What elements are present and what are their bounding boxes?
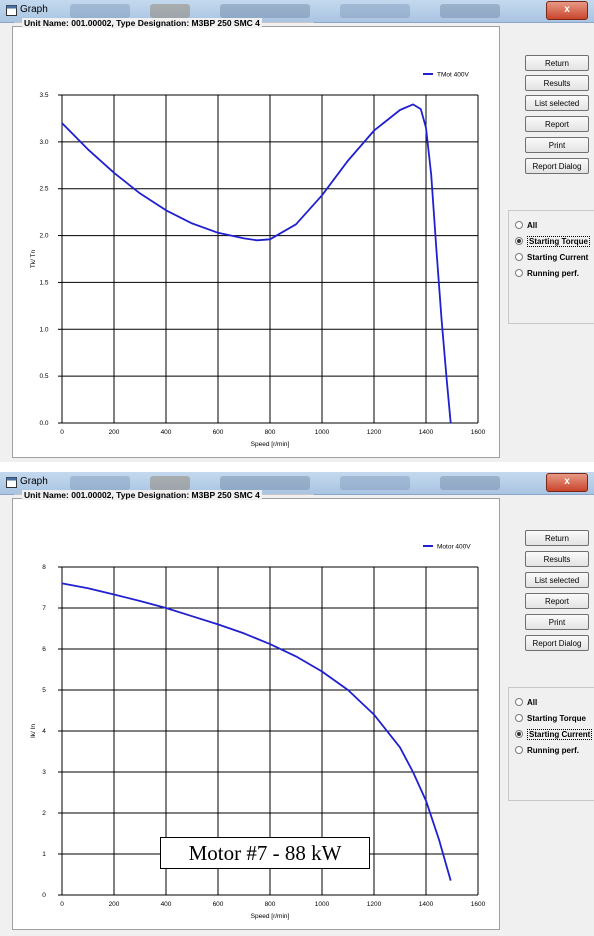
series-line bbox=[61, 582, 452, 881]
report-dialog-button[interactable]: Report Dialog bbox=[525, 635, 589, 651]
legend-label: Motor 400V bbox=[437, 544, 471, 551]
y-tick-label: 3 bbox=[42, 769, 46, 776]
x-tick-label: 800 bbox=[265, 901, 276, 908]
title-bar[interactable]: Graph x bbox=[0, 472, 594, 495]
results-button[interactable]: Results bbox=[525, 551, 589, 567]
radio-running-perf-label: Running perf. bbox=[527, 746, 579, 755]
x-tick-label: 600 bbox=[213, 901, 224, 908]
radio-starting-torque-label: Starting Torque bbox=[527, 236, 590, 247]
y-tick-label: 2.5 bbox=[39, 186, 48, 193]
radio-starting-torque-dot[interactable] bbox=[515, 714, 523, 722]
y-axis-label: Ik/ In bbox=[30, 724, 37, 738]
y-tick-label: 2.0 bbox=[39, 233, 48, 240]
radio-starting-current-label: Starting Current bbox=[527, 729, 593, 740]
x-tick-label: 800 bbox=[265, 429, 276, 436]
list-selected-button[interactable]: List selected bbox=[525, 95, 589, 111]
title-bar[interactable]: Graph x bbox=[0, 0, 594, 23]
list-selected-button[interactable]: List selected bbox=[525, 572, 589, 588]
x-tick-label: 600 bbox=[213, 429, 224, 436]
caption-label: Motor #7 - 88 kW bbox=[160, 837, 370, 869]
radio-starting-current-dot[interactable] bbox=[515, 730, 523, 738]
print-button[interactable]: Print bbox=[525, 137, 589, 153]
y-tick-label: 1 bbox=[42, 851, 46, 858]
results-button[interactable]: Results bbox=[525, 75, 589, 91]
x-tick-label: 1200 bbox=[367, 901, 382, 908]
y-tick-label: 5 bbox=[42, 687, 46, 694]
x-tick-label: 400 bbox=[161, 429, 172, 436]
y-tick-label: 0.0 bbox=[39, 420, 48, 427]
x-tick-label: 0 bbox=[60, 429, 64, 436]
radio-running-perf[interactable]: Running perf. bbox=[515, 269, 579, 278]
window-title: Graph bbox=[20, 4, 48, 15]
legend-label: TMot 400V bbox=[437, 72, 469, 79]
radio-running-perf-dot[interactable] bbox=[515, 746, 523, 754]
x-tick-label: 400 bbox=[161, 901, 172, 908]
window-title: Graph bbox=[20, 476, 48, 487]
radio-all-dot[interactable] bbox=[515, 221, 523, 229]
radio-starting-torque-dot[interactable] bbox=[515, 237, 523, 245]
y-tick-label: 0.5 bbox=[39, 373, 48, 380]
y-tick-label: 3.0 bbox=[39, 139, 48, 146]
x-tick-label: 0 bbox=[60, 901, 64, 908]
x-tick-label: 1600 bbox=[471, 429, 486, 436]
radio-running-perf[interactable]: Running perf. bbox=[515, 746, 579, 755]
radio-all[interactable]: All bbox=[515, 221, 537, 230]
radio-starting-torque-label: Starting Torque bbox=[527, 714, 586, 723]
y-tick-label: 4 bbox=[42, 728, 46, 735]
y-tick-label: 1.5 bbox=[39, 279, 48, 286]
close-button[interactable]: x bbox=[546, 473, 588, 492]
radio-all-label: All bbox=[527, 698, 538, 707]
x-tick-label: 1400 bbox=[419, 901, 434, 908]
y-tick-label: 1.0 bbox=[39, 326, 48, 333]
torque-chart: 0 200 400 600 800 1000 1200 1400 1600 0.0 0.5 1.0 1.… bbox=[30, 72, 486, 449]
report-dialog-button[interactable]: Report Dialog bbox=[525, 158, 589, 174]
print-button[interactable]: Print bbox=[525, 614, 589, 630]
report-button[interactable]: Report bbox=[525, 116, 589, 132]
radio-starting-current[interactable]: Starting Current bbox=[515, 729, 593, 740]
x-tick-label: 200 bbox=[109, 901, 120, 908]
y-tick-label: 3.5 bbox=[39, 92, 48, 99]
return-button[interactable]: Return bbox=[525, 530, 589, 546]
radio-starting-current-label: Starting Current bbox=[527, 253, 589, 262]
x-tick-label: 200 bbox=[109, 429, 120, 436]
radio-starting-torque[interactable]: Starting Torque bbox=[515, 714, 586, 723]
x-tick-label: 1000 bbox=[315, 429, 330, 436]
y-tick-label: 8 bbox=[42, 564, 46, 571]
x-axis-label: Speed [r/min] bbox=[251, 913, 290, 920]
y-tick-label: 0 bbox=[42, 892, 46, 899]
radio-starting-current[interactable]: Starting Current bbox=[515, 253, 588, 262]
x-tick-label: 1600 bbox=[471, 901, 486, 908]
radio-running-perf-dot[interactable] bbox=[515, 269, 523, 277]
y-axis-label: Tk/ Tn bbox=[30, 249, 37, 268]
y-tick-label: 2 bbox=[42, 810, 46, 817]
radio-starting-current-dot[interactable] bbox=[515, 253, 523, 261]
unit-designation-label: Unit Name: 001.00002, Type Designation: … bbox=[22, 18, 262, 28]
unit-designation-label: Unit Name: 001.00002, Type Designation: … bbox=[22, 490, 262, 500]
plot-type-radio-group: All Starting Torque Starting Current Run… bbox=[508, 210, 594, 324]
radio-all[interactable]: All bbox=[515, 698, 537, 707]
graph-window-torque: Graph x 0 200 400 600 800 1000 1200 1400 1600 0.0… bbox=[0, 0, 594, 462]
current-chart: 0 200 400 600 800 1000 1200 1400 1600 0 1 2 3 4 5 6 7 8 Sp… bbox=[30, 544, 486, 921]
y-tick-label: 6 bbox=[42, 646, 46, 653]
graph-window-icon bbox=[6, 477, 17, 488]
y-tick-label: 7 bbox=[42, 605, 46, 612]
return-button[interactable]: Return bbox=[525, 55, 589, 71]
series-line bbox=[61, 103, 452, 424]
graph-window-icon bbox=[6, 5, 17, 16]
x-tick-label: 1200 bbox=[367, 429, 382, 436]
x-axis-label: Speed [r/min] bbox=[251, 441, 290, 448]
radio-running-perf-label: Running perf. bbox=[527, 269, 579, 278]
close-button[interactable]: x bbox=[546, 1, 588, 20]
graph-panel: 0 200 400 600 800 1000 1200 1400 1600 0.0 0.5 1.0 1.… bbox=[12, 26, 500, 458]
x-tick-label: 1000 bbox=[315, 901, 330, 908]
report-button[interactable]: Report bbox=[525, 593, 589, 609]
radio-starting-torque[interactable]: Starting Torque bbox=[515, 236, 590, 247]
radio-all-dot[interactable] bbox=[515, 698, 523, 706]
radio-all-label: All bbox=[527, 221, 538, 230]
plot-type-radio-group: All Starting Torque Starting Current Run… bbox=[508, 687, 594, 801]
x-tick-label: 1400 bbox=[419, 429, 434, 436]
